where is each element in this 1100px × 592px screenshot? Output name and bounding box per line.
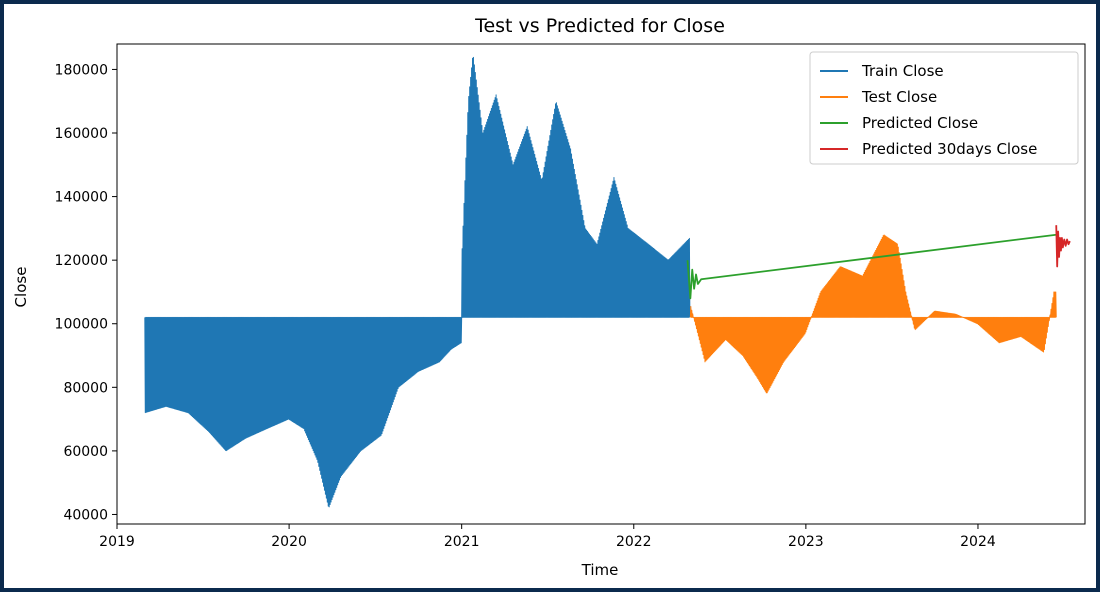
y-axis-label: Close <box>12 267 30 308</box>
series-line-test-close <box>689 234 1057 394</box>
x-tick-label: 2020 <box>271 534 307 550</box>
series-line-predicted-30days-close <box>1055 225 1071 268</box>
legend: Train Close Test Close Predicted Close Pred… <box>809 51 1079 165</box>
legend-box <box>809 51 1079 165</box>
legend-label-predicted-30days-close: Predicted 30days Close <box>862 140 1037 158</box>
y-tick-label: 140000 <box>55 190 108 206</box>
legend-label-train-close: Train Close <box>861 62 944 80</box>
x-tick-label: 2022 <box>616 534 652 550</box>
y-tick-label: 60000 <box>63 444 108 460</box>
legend-label-test-close: Test Close <box>861 88 937 106</box>
x-tick-label: 2023 <box>788 534 824 550</box>
plot-border <box>116 43 1086 525</box>
y-axis: 40000 60000 80000 100000 120000 140000 160000 1… <box>55 62 117 523</box>
legend-label-predicted-close: Predicted Close <box>862 114 978 132</box>
line-chart: Test vs Predicted for Close 40000 60000 80… <box>12 15 1086 579</box>
y-tick-label: 120000 <box>55 253 108 269</box>
y-tick-label: 40000 <box>63 507 108 523</box>
chart-title: Test vs Predicted for Close <box>474 15 725 37</box>
x-tick-label: 2024 <box>960 534 996 550</box>
x-axis: 2019 2020 2021 2022 2023 2024 <box>99 524 996 550</box>
y-tick-label: 180000 <box>55 62 108 78</box>
y-tick-label: 100000 <box>55 317 108 333</box>
chart-frame: Test vs Predicted for Close 40000 60000 80… <box>4 4 1096 588</box>
plot-area <box>144 56 1071 508</box>
x-tick-label: 2019 <box>99 534 135 550</box>
x-axis-label: Time <box>581 561 619 579</box>
y-tick-label: 80000 <box>63 380 108 396</box>
series-line-predicted-close <box>686 233 1057 300</box>
y-tick-label: 160000 <box>55 126 108 142</box>
x-tick-label: 2021 <box>444 534 480 550</box>
series-line-train-close <box>144 56 691 508</box>
